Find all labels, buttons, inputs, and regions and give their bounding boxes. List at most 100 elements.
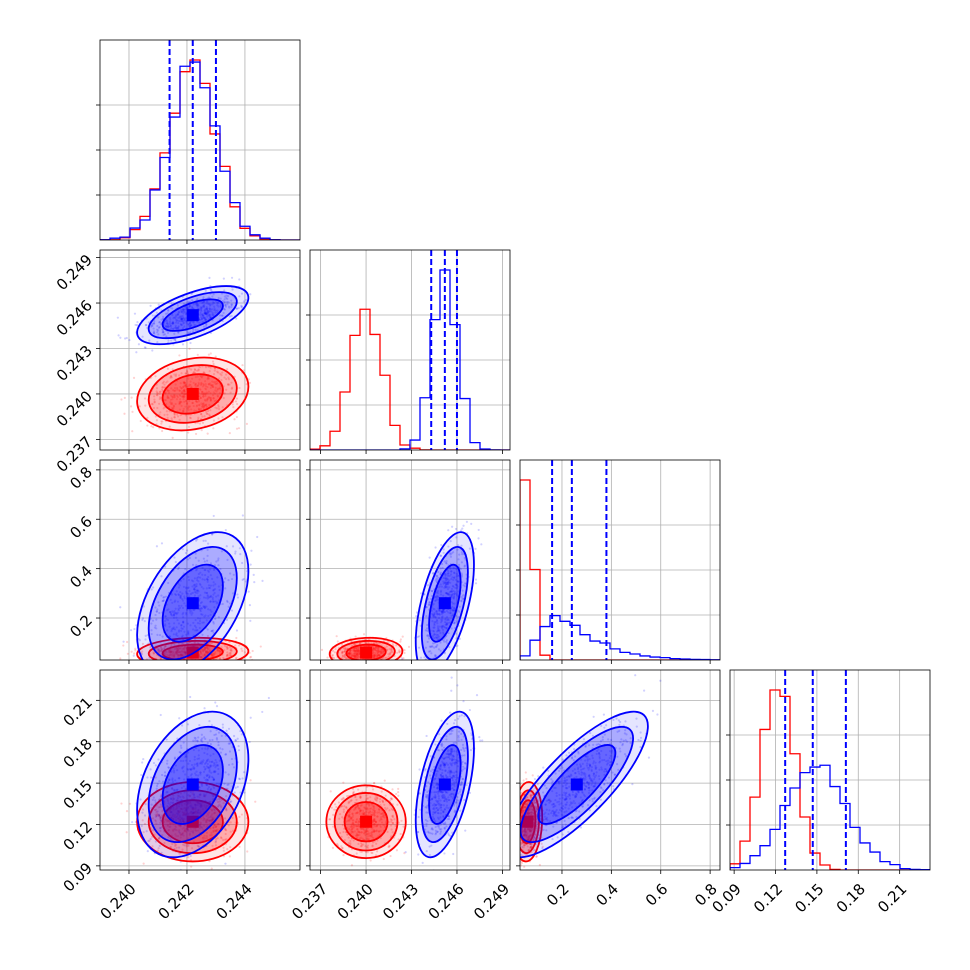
scatter-point-series_b — [206, 651, 209, 654]
scatter-point-series_a — [171, 314, 174, 317]
scatter-point-series_b — [194, 384, 197, 387]
scatter-point-series_b — [208, 650, 212, 653]
scatter-point-series_a — [448, 586, 451, 589]
scatter-point-series_b — [180, 654, 184, 657]
scatter-point-series_a — [452, 597, 455, 600]
scatter-point-series_b — [179, 653, 182, 657]
scatter-point-series_b — [355, 654, 358, 657]
scatter-point-series_a — [193, 583, 196, 586]
scatter-point-series_a — [197, 559, 200, 562]
scatter-point-series_a — [153, 320, 156, 323]
scatter-point-series_a — [443, 577, 446, 580]
scatter-point-series_a — [177, 310, 181, 313]
scatter-point-series_a — [201, 573, 204, 576]
scatter-point-series_b — [374, 647, 377, 650]
scatter-point-series_a — [213, 591, 216, 595]
scatter-point-series_a — [164, 595, 168, 598]
scatter-point-series_b — [182, 409, 185, 412]
scatter-point-series_b — [222, 838, 225, 842]
scatter-point-series_a — [436, 598, 439, 601]
scatter-point-series_b — [181, 820, 185, 823]
scatter-point-series_b — [224, 373, 228, 376]
scatter-point-series_b — [238, 845, 241, 848]
scatter-point-series_a — [442, 638, 445, 642]
scatter-point-series_b — [202, 402, 205, 405]
scatter-point-series_a — [164, 325, 168, 328]
scatter-point-series_a — [434, 615, 437, 619]
scatter-point-series_b — [182, 671, 184, 673]
scatter-point-series_a — [132, 654, 135, 657]
scatter-point-series_b — [168, 425, 171, 428]
scatter-point-series_a — [445, 616, 449, 619]
scatter-point-series_b — [201, 654, 204, 657]
scatter-point-series_a — [417, 646, 421, 649]
scatter-point-series_a — [183, 318, 186, 321]
scatter-point-series_b — [180, 392, 184, 395]
scatter-point-series_b — [181, 390, 184, 393]
scatter-point-series_b — [210, 383, 213, 387]
scatter-point-series_a — [225, 618, 229, 622]
scatter-point-series_b — [210, 833, 213, 837]
scatter-point-series_b — [204, 651, 208, 654]
scatter-point-series_b — [215, 382, 218, 386]
scatter-point-series_b — [178, 647, 182, 650]
scatter-point-series_a — [174, 560, 177, 564]
scatter-point-series_b — [357, 652, 361, 655]
scatter-point-series_b — [216, 370, 219, 373]
scatter-point-series_b — [178, 418, 181, 421]
scatter-point-series_b — [353, 655, 356, 658]
scatter-point-series_b — [156, 812, 159, 815]
scatter-point-series_b — [177, 647, 180, 650]
scatter-point-series_b — [182, 820, 185, 823]
scatter-point-series_b — [154, 375, 157, 378]
scatter-point-series_a — [215, 301, 219, 304]
scatter-point-series_a — [455, 593, 458, 597]
scatter-point-series_b — [203, 404, 206, 407]
scatter-point-series_b — [181, 394, 184, 398]
scatter-point-series_b — [123, 396, 126, 400]
scatter-point-series_b — [228, 855, 231, 858]
scatter-point-series_a — [221, 314, 224, 317]
scatter-point-series_a — [217, 296, 220, 300]
scatter-point-series_a — [170, 339, 173, 342]
scatter-point-series_b — [225, 368, 229, 371]
scatter-point-series_a — [453, 576, 456, 579]
scatter-point-series_b — [178, 403, 181, 406]
scatter-point-series_a — [206, 594, 209, 597]
scatter-point-series_a — [439, 621, 443, 624]
scatter-point-series_b — [161, 388, 164, 391]
scatter-point-series_a — [436, 592, 439, 595]
scatter-point-series_b — [227, 376, 230, 379]
scatter-point-series_a — [424, 646, 427, 649]
scatter-point-series_a — [184, 652, 187, 655]
scatter-point-series_a — [458, 610, 461, 613]
scatter-point-series_b — [183, 802, 186, 805]
scatter-point-series_a — [452, 596, 455, 599]
scatter-point-series_a — [170, 326, 173, 330]
scatter-point-series_b — [167, 391, 171, 394]
scatter-point-series_b — [214, 829, 217, 833]
scatter-point-series_b — [205, 814, 208, 818]
scatter-point-series_a — [191, 628, 195, 631]
scatter-point-series_a — [198, 607, 201, 610]
scatter-point-series_a — [433, 621, 436, 624]
scatter-point-series_b — [211, 655, 214, 658]
scatter-point-series_b — [156, 406, 159, 410]
scatter-point-series_b — [222, 661, 224, 663]
scatter-point-series_b — [382, 639, 386, 643]
scatter-point-series_a — [452, 613, 455, 616]
scatter-point-series_b — [372, 656, 375, 660]
scatter-point-series_b — [222, 656, 225, 659]
scatter-point-series_b — [228, 655, 231, 658]
scatter-point-series_a — [227, 605, 230, 608]
scatter-point-series_a — [455, 567, 458, 570]
scatter-point-series_a — [164, 624, 167, 627]
scatter-point-series_b — [354, 656, 357, 659]
scatter-point-series_a — [203, 578, 206, 581]
scatter-point-series_a — [168, 625, 171, 628]
scatter-point-series_a — [463, 565, 466, 568]
scatter-point-series_b — [182, 409, 185, 413]
scatter-point-series_a — [168, 635, 171, 638]
scatter-point-series_a — [209, 600, 212, 603]
scatter-point-series_b — [179, 402, 182, 405]
